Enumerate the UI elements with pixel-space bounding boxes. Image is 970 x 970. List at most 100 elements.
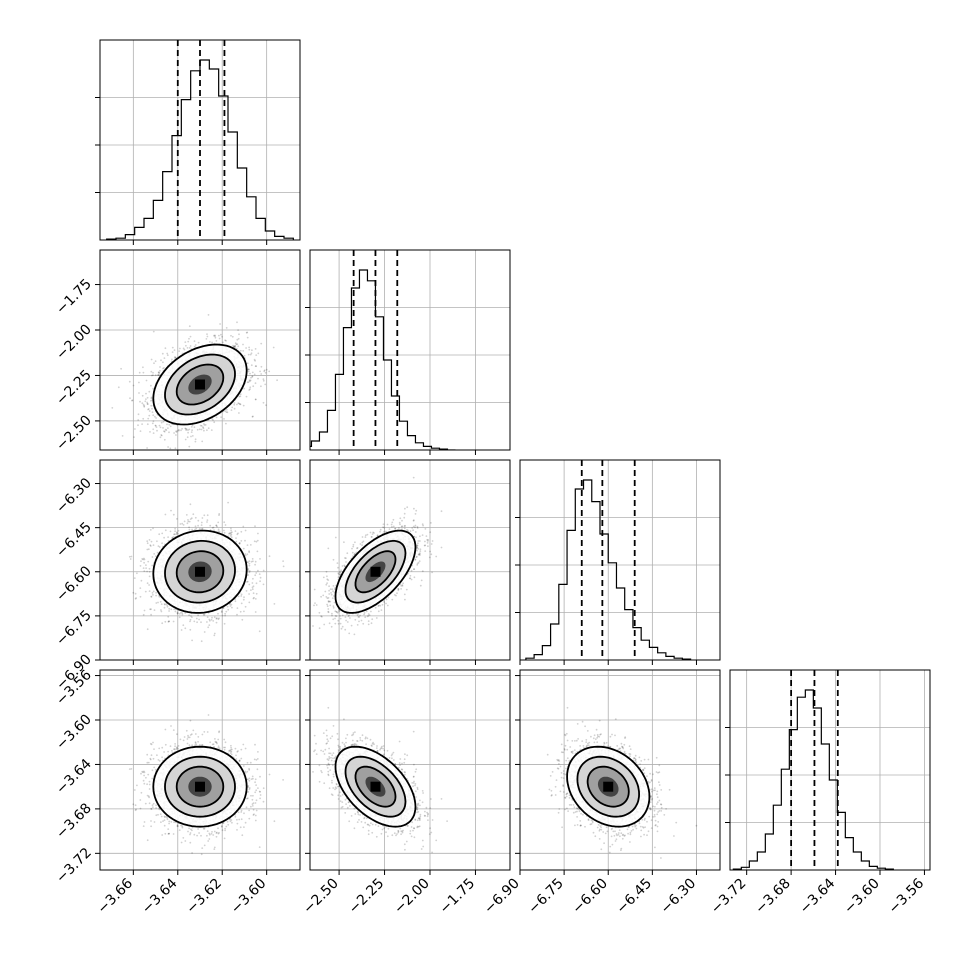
sample-point: [238, 542, 241, 545]
sample-point: [215, 524, 218, 527]
sample-point: [194, 516, 197, 519]
sample-point: [159, 426, 162, 429]
sample-point: [213, 529, 215, 532]
sample-point: [154, 415, 156, 418]
sample-point: [224, 524, 227, 526]
sample-point: [230, 529, 233, 532]
sample-point: [189, 345, 192, 347]
sample-point: [140, 560, 142, 562]
sample-point: [146, 628, 149, 631]
sample-point: [146, 548, 149, 551]
sample-point: [175, 532, 178, 535]
sample-point: [250, 364, 253, 367]
sample-point: [144, 400, 147, 403]
sample-point: [226, 411, 229, 414]
sample-point: [186, 436, 189, 439]
sample-point: [146, 403, 149, 405]
sample-point: [250, 589, 252, 591]
sample-point: [240, 593, 243, 596]
sample-point: [202, 613, 205, 616]
sample-point: [249, 353, 252, 356]
sample-point: [188, 428, 191, 431]
sample-point: [211, 341, 214, 344]
sample-point: [163, 603, 166, 605]
sample-point: [163, 536, 166, 539]
sample-point: [152, 414, 155, 417]
sample-point: [153, 609, 156, 611]
sample-point: [249, 386, 252, 389]
sample-point: [262, 379, 265, 382]
sample-point: [155, 594, 158, 597]
sample-point: [156, 429, 158, 432]
sample-point: [186, 347, 189, 349]
sample-point: [181, 613, 184, 616]
sample-point: [206, 621, 208, 623]
sample-point: [139, 400, 141, 403]
sample-point: [230, 603, 233, 606]
sample-point: [215, 340, 218, 342]
sample-point: [111, 407, 114, 409]
sample-point: [248, 346, 251, 349]
sample-point: [210, 618, 213, 621]
sample-point: [151, 592, 154, 594]
sample-point: [262, 569, 265, 572]
sample-point: [191, 528, 194, 531]
sample-point: [233, 402, 236, 404]
sample-point: [170, 509, 172, 512]
sample-point: [172, 536, 175, 538]
sample-point: [191, 616, 193, 618]
sample-point: [194, 528, 196, 531]
sample-point: [235, 347, 238, 350]
sample-point: [259, 370, 261, 373]
density-contour-1: [164, 353, 236, 416]
sample-point: [142, 567, 145, 569]
sample-point: [188, 614, 191, 617]
panel-frame: [309, 249, 511, 451]
sample-point: [133, 436, 135, 438]
sample-point: [251, 376, 254, 378]
sample-point: [130, 555, 133, 558]
sample-point: [190, 435, 192, 438]
sample-point: [241, 618, 244, 621]
sample-point: [132, 591, 135, 594]
panel-frame: [99, 249, 301, 451]
sample-point: [234, 342, 237, 345]
sample-point: [150, 404, 153, 407]
sample-point: [226, 605, 229, 608]
sample-point: [146, 401, 149, 404]
sample-point: [242, 343, 244, 346]
sample-point: [205, 338, 208, 340]
sample-point: [194, 440, 197, 443]
sample-point: [220, 610, 223, 613]
sample-point: [246, 544, 249, 546]
sample-point: [265, 368, 268, 371]
sample-point: [209, 619, 211, 622]
sample-point: [259, 558, 261, 560]
sample-point: [206, 514, 209, 517]
sample-point: [174, 447, 177, 450]
sample-point: [178, 613, 181, 615]
sample-point: [192, 513, 195, 516]
sample-point: [172, 513, 175, 516]
sample-point: [155, 602, 158, 604]
sample-point: [253, 373, 256, 376]
sample-point: [150, 540, 153, 543]
sample-point: [162, 420, 165, 423]
sample-point: [150, 613, 153, 616]
sample-point: [208, 624, 211, 626]
sample-point: [244, 539, 246, 542]
sample-point: [230, 527, 232, 530]
sample-point: [243, 387, 246, 390]
sample-point: [245, 590, 248, 592]
sample-point: [137, 424, 139, 427]
sample-point: [180, 611, 182, 614]
sample-point: [180, 629, 183, 631]
sample-point: [174, 356, 177, 359]
sample-point: [139, 565, 142, 567]
sample-point: [143, 404, 146, 407]
sample-point: [248, 571, 251, 574]
sample-point: [248, 551, 251, 554]
sample-point: [198, 428, 201, 431]
sample-point: [147, 560, 150, 563]
sample-point: [160, 434, 163, 437]
